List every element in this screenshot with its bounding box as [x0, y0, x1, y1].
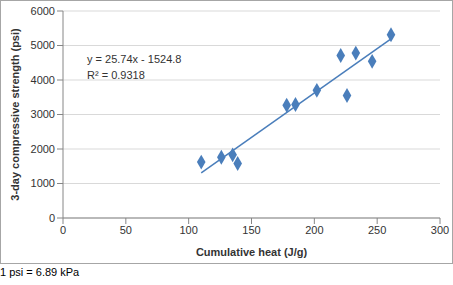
svg-text:5000: 5000: [31, 39, 55, 51]
svg-text:3000: 3000: [31, 108, 55, 120]
svg-text:300: 300: [431, 224, 445, 236]
svg-text:3-day compressive strength (ps: 3-day compressive strength (psi): [9, 28, 21, 201]
svg-text:250: 250: [368, 224, 386, 236]
svg-text:200: 200: [305, 224, 323, 236]
html-text:y = 25.74x - 1524.8: y = 25.74x - 1524.8: [87, 53, 182, 65]
html-text:1 psi = 6.89 kPa: 1 psi = 6.89 kPa: [0, 266, 80, 278]
html-text:R² = 0.9318: R² = 0.9318: [87, 69, 145, 81]
svg-text:1000: 1000: [31, 177, 55, 189]
svg-text:4000: 4000: [31, 74, 55, 86]
svg-text:2000: 2000: [31, 143, 55, 155]
svg-text:6000: 6000: [31, 5, 55, 17]
svg-text:50: 50: [120, 224, 132, 236]
svg-text:0: 0: [49, 212, 55, 224]
svg-text:Cumulative heat (J/g): Cumulative heat (J/g): [196, 246, 308, 258]
svg-text:150: 150: [242, 224, 260, 236]
svg-text:100: 100: [179, 224, 197, 236]
svg-text:0: 0: [60, 224, 66, 236]
